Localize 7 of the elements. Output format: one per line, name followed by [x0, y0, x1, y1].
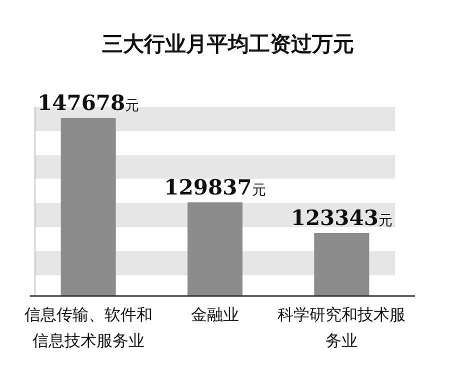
- data-label: 147678元: [37, 90, 140, 115]
- chart-title: 三大行业月平均工资过万元: [101, 31, 355, 58]
- x-tick-label: 金融业: [190, 305, 239, 324]
- x-tick-label: 科学研究和技术服务业: [276, 304, 407, 352]
- data-label: 129837元: [164, 174, 266, 200]
- x-tick-label: 信息传输、软件和信息技术服务业: [23, 304, 154, 352]
- data-label: 123343元: [290, 204, 393, 230]
